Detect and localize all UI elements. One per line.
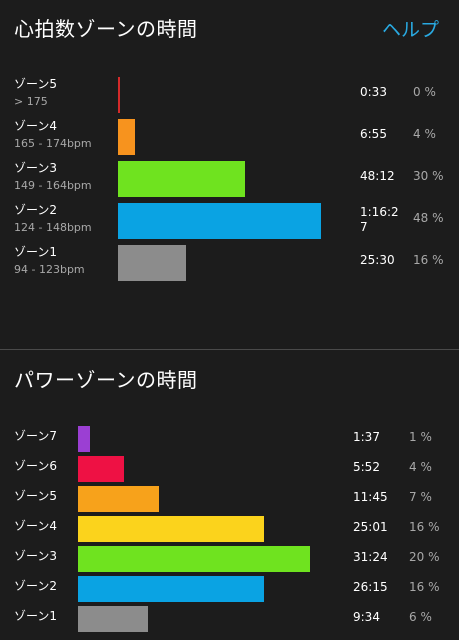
zone-range: > 175 [14,95,48,108]
heart-rate-zone-row: ゾーン2 124 - 148bpm 1:16:2 7 48 % [0,201,459,241]
zone-bar [118,119,135,155]
zone-percent: 48 % [413,211,444,225]
zone-name: ゾーン2 [14,203,58,217]
zone-percent: 16 % [413,253,444,267]
zone-name: ゾーン5 [14,77,58,91]
zone-bar [118,77,120,113]
section-divider [0,349,459,350]
zone-bar [118,161,245,197]
zone-percent: 4 % [409,460,432,474]
help-link[interactable]: ヘルプ [381,19,439,41]
zone-time: 1:37 [353,430,380,444]
power-zone-row: ゾーン3 31:24 20 % [0,544,459,574]
zone-percent: 20 % [409,550,440,564]
zone-name: ゾーン4 [14,519,58,533]
zone-name: ゾーン6 [14,459,58,473]
zone-time: 25:30 [360,253,395,267]
power-zone-row: ゾーン7 1:37 1 % [0,424,459,454]
zone-name: ゾーン3 [14,161,58,175]
zone-bar [78,516,264,542]
zone-percent: 16 % [409,580,440,594]
zone-time: 25:01 [353,520,388,534]
zone-bar [78,426,90,452]
zone-time: 31:24 [353,550,388,564]
zone-time: 48:12 [360,169,395,183]
zone-bar [78,486,159,512]
zone-time: 9:34 [353,610,380,624]
zone-range: 124 - 148bpm [14,221,92,234]
zone-percent: 4 % [413,127,436,141]
heart-rate-zone-row: ゾーン1 94 - 123bpm 25:30 16 % [0,243,459,283]
zone-percent: 1 % [409,430,432,444]
zone-time: 1:16:2 7 [360,205,399,234]
zone-percent: 7 % [409,490,432,504]
heart-rate-zone-row: ゾーン3 149 - 164bpm 48:12 30 % [0,159,459,199]
zone-time: 0:33 [360,85,387,99]
zone-name: ゾーン3 [14,549,58,563]
zone-name: ゾーン4 [14,119,58,133]
zone-bar [118,203,321,239]
zone-range: 149 - 164bpm [14,179,92,192]
heart-rate-zones-title: 心拍数ゾーンの時間 [14,17,198,41]
zone-bar [78,606,148,632]
zone-range: 165 - 174bpm [14,137,92,150]
zone-time: 6:55 [360,127,387,141]
power-zone-row: ゾーン1 9:34 6 % [0,604,459,634]
zone-time: 26:15 [353,580,388,594]
zone-percent: 30 % [413,169,444,183]
power-zones-title: パワーゾーンの時間 [14,368,198,392]
heart-rate-zone-row: ゾーン4 165 - 174bpm 6:55 4 % [0,117,459,157]
zone-bar [78,456,124,482]
power-zone-row: ゾーン5 11:45 7 % [0,484,459,514]
power-zone-row: ゾーン6 5:52 4 % [0,454,459,484]
zone-bar [78,546,310,572]
zone-time: 11:45 [353,490,388,504]
heart-rate-zone-row: ゾーン5 > 175 0:33 0 % [0,75,459,115]
zone-time: 5:52 [353,460,380,474]
zone-bar [78,576,264,602]
zone-percent: 6 % [409,610,432,624]
zone-range: 94 - 123bpm [14,263,85,276]
zone-bar [118,245,186,281]
power-zone-row: ゾーン2 26:15 16 % [0,574,459,604]
zone-percent: 16 % [409,520,440,534]
zone-name: ゾーン1 [14,609,58,623]
power-zone-row: ゾーン4 25:01 16 % [0,514,459,544]
zone-name: ゾーン7 [14,429,58,443]
zone-percent: 0 % [413,85,436,99]
zone-name: ゾーン2 [14,579,58,593]
zone-name: ゾーン1 [14,245,58,259]
zone-name: ゾーン5 [14,489,58,503]
